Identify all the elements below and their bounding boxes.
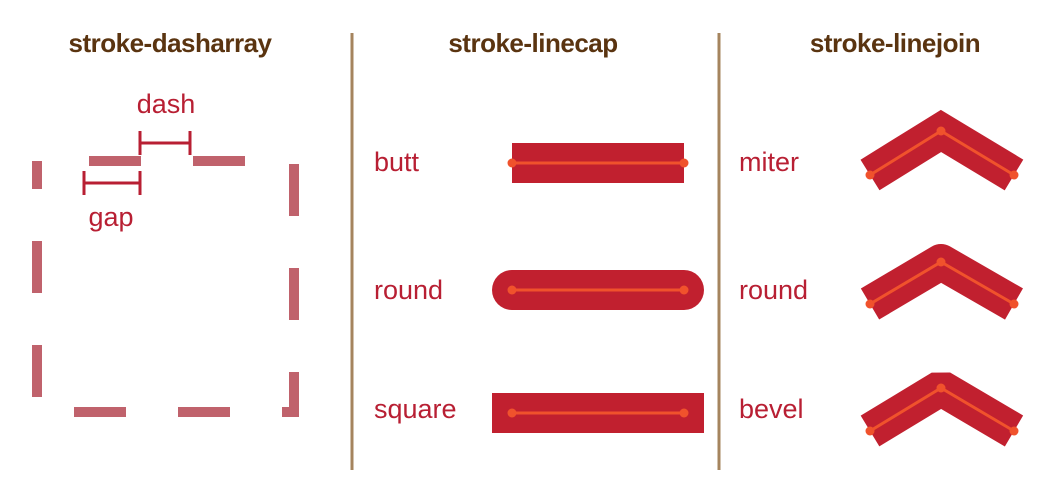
linecap-label-butt: butt bbox=[374, 147, 420, 177]
linejoin-round-start-point bbox=[865, 299, 875, 309]
linejoin-label-round: round bbox=[739, 275, 808, 305]
linejoin-title: stroke-linejoin bbox=[810, 28, 980, 58]
linecap-round-end-point bbox=[679, 285, 689, 295]
dash-label: dash bbox=[137, 89, 196, 119]
linejoin-bevel-stroke bbox=[860, 372, 1024, 447]
linecap-label-round: round bbox=[374, 275, 443, 305]
linecap-title: stroke-linecap bbox=[448, 28, 617, 58]
dasharray-title: stroke-dasharray bbox=[69, 28, 273, 58]
linecap-square-start-point bbox=[507, 408, 517, 418]
linejoin-miter-vertex-point bbox=[936, 126, 946, 136]
linecap-square-end-point bbox=[679, 408, 689, 418]
linejoin-round-vertex-point bbox=[936, 257, 946, 267]
linejoin-miter-stroke bbox=[860, 109, 1024, 191]
linejoin-bevel-end-point bbox=[1009, 426, 1019, 436]
linejoin-label-bevel: bevel bbox=[739, 394, 804, 424]
linecap-round-start-point bbox=[507, 285, 517, 295]
dashed-square bbox=[32, 156, 299, 417]
linejoin-miter-end-point bbox=[1009, 170, 1019, 180]
linejoin-panel: miter round bevel bbox=[739, 109, 1024, 447]
linecap-label-square: square bbox=[374, 394, 457, 424]
linejoin-round-end-point bbox=[1009, 299, 1019, 309]
linecap-butt-start-point bbox=[507, 158, 517, 168]
linecap-panel: butt round square bbox=[374, 143, 704, 433]
dash-dimension bbox=[138, 131, 192, 155]
linecap-butt-end-point bbox=[679, 158, 689, 168]
linejoin-bevel-start-point bbox=[865, 426, 875, 436]
linejoin-miter-start-point bbox=[865, 170, 875, 180]
linejoin-label-miter: miter bbox=[739, 147, 799, 177]
gap-dimension bbox=[82, 171, 142, 195]
gap-label: gap bbox=[88, 202, 133, 232]
linejoin-round-stroke bbox=[860, 244, 1023, 320]
linejoin-bevel-vertex-point bbox=[936, 383, 946, 393]
dasharray-panel: dash gap bbox=[32, 89, 299, 417]
